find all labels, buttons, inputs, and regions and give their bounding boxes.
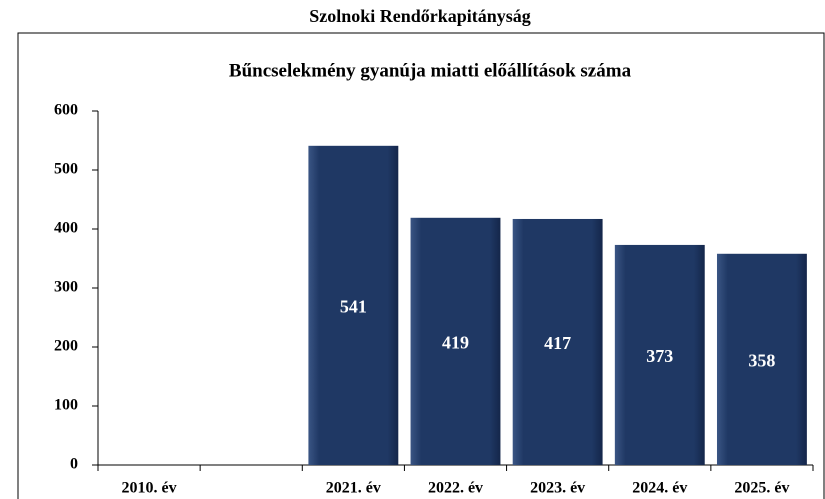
x-tick-label: 2021. év [326, 480, 381, 497]
y-tick-label: 0 [70, 456, 78, 473]
x-tick-label: 2023. év [530, 480, 585, 497]
data-label: 417 [544, 333, 571, 353]
data-label: 373 [646, 346, 673, 366]
bar [410, 217, 501, 465]
x-tick-label: 2010. év [122, 480, 177, 497]
header: Szolnoki Rendőrkapitányság [309, 6, 531, 26]
bar [614, 244, 705, 465]
x-tick-label: 2025. év [734, 480, 789, 497]
y-tick-label: 500 [54, 161, 78, 178]
y-tick-label: 600 [54, 102, 78, 119]
chart-title: Bűncselekmény gyanúja miatti előállításo… [229, 60, 632, 81]
data-label: 358 [748, 351, 775, 371]
bar [512, 218, 603, 465]
y-tick-label: 300 [54, 279, 78, 296]
y-tick-label: 400 [54, 220, 78, 237]
x-tick-label: 2024. év [632, 480, 687, 497]
bar [716, 253, 807, 465]
y-tick-label: 100 [54, 397, 78, 414]
chart-frame [17, 32, 825, 499]
data-label: 541 [340, 297, 367, 317]
bar [308, 145, 399, 465]
data-label: 419 [442, 333, 469, 353]
x-tick-label: 2022. év [428, 480, 483, 497]
y-tick-label: 200 [54, 338, 78, 355]
